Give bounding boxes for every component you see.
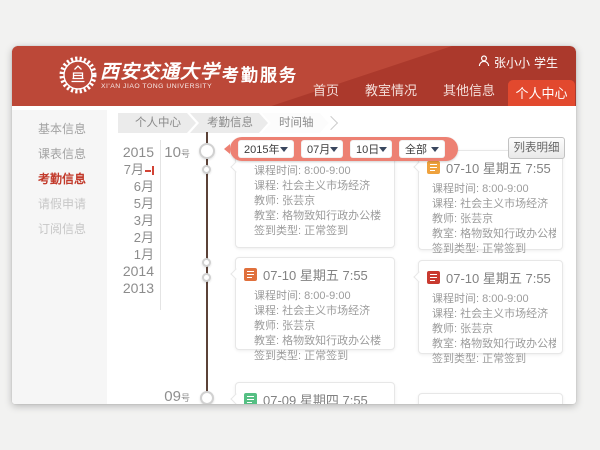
card-field-signin-type: 签到类型: 正常签到 (254, 350, 349, 362)
timeline-node-small (202, 273, 211, 282)
card-field-teacher: 教师: 张芸京 (254, 195, 316, 207)
university-name-cn: 西安交通大学 (100, 61, 221, 83)
filter-bar-arrow-icon (224, 144, 230, 154)
list-detail-button[interactable]: 列表明细 (508, 137, 565, 159)
main-nav: 首页 教室情况 其他信息 个人中心 (300, 79, 576, 106)
timeline-nav-february[interactable]: 2月 (133, 230, 154, 245)
card-field-classroom: 教室: 格物致知行政办公楼 (432, 338, 556, 350)
attendance-card: 07-10 星期五 7:55 课程时间: 8:00-9:00 课程: 社会主义市… (413, 260, 563, 365)
breadcrumb-timeline-active[interactable]: 时间轴 (262, 113, 329, 133)
timeline-nav-july-active[interactable]: 7月 (102, 161, 154, 178)
timeline-nav-2014[interactable]: 2014 (122, 263, 154, 279)
card-field-course: 课程: 社会主义市场经济 (254, 180, 371, 192)
signin-stamp-icon (244, 393, 257, 404)
timeline-nav-2015[interactable]: 2015 (122, 144, 154, 160)
app-window: 西安交通大学 XI'AN JIAO TONG UNIVERSITY 考勤服务 张… (12, 46, 576, 404)
timeline-year-nav: 2015 7月 6月 5月 3月 2月 1月 2014 2013 (102, 144, 154, 297)
chevron-down-icon (330, 146, 339, 152)
card-title: 07-10 星期五 7:55 (446, 271, 551, 286)
vertical-divider (160, 140, 161, 310)
attendance-card-partial (418, 393, 563, 404)
timeline-nav-june[interactable]: 6月 (133, 179, 154, 194)
card-title: 07-10 星期五 7:55 (263, 268, 368, 283)
app-header: 西安交通大学 XI'AN JIAO TONG UNIVERSITY 考勤服务 张… (12, 46, 576, 106)
breadcrumb-personal-center[interactable]: 个人中心 (118, 113, 196, 133)
card-field-teacher: 教师: 张芸京 (432, 213, 494, 225)
card-title: 07-09 星期四 7:55 (263, 393, 368, 404)
timeline-nav-may[interactable]: 5月 (133, 196, 154, 211)
card-field-signin-type: 签到类型: 正常签到 (254, 225, 349, 237)
card-field-course-time: 课程时间: 8:00-9:00 (432, 293, 529, 305)
sidebar-item-subscription[interactable]: 订阅信息 (38, 222, 87, 236)
user-name: 张小小 (493, 56, 530, 70)
card-field-classroom: 教室: 格物致知行政办公楼 (432, 228, 556, 240)
user-role: 学生 (533, 56, 558, 70)
timeline-nav-march[interactable]: 3月 (133, 213, 154, 228)
sidebar-item-timetable[interactable]: 课表信息 (38, 147, 87, 161)
timeline-node-small (202, 258, 211, 267)
timeline-nav-2013[interactable]: 2013 (122, 280, 154, 296)
chevron-down-icon (431, 146, 439, 152)
attendance-card: 07-10 星期五 7:55 课程时间: 8:00-9:00 课程: 社会主义市… (230, 257, 395, 362)
nav-tab-personal-center-active[interactable]: 个人中心 (508, 80, 575, 106)
card-field-teacher: 教师: 张芸京 (254, 320, 316, 332)
active-month-marker-icon (145, 166, 154, 175)
day-label-10: 10号 (164, 144, 190, 161)
breadcrumb-attendance-info[interactable]: 考勤信息 (190, 113, 268, 133)
breadcrumb: 个人中心 考勤信息 时间轴 (118, 113, 338, 133)
year-select[interactable]: 2015年 (238, 140, 294, 158)
type-select[interactable]: 全部 (399, 140, 445, 158)
university-name-en: XI'AN JIAO TONG UNIVERSITY (101, 83, 213, 90)
card-title: 07-10 星期五 7:55 (446, 161, 551, 176)
timeline-node-day10 (199, 143, 215, 159)
app-title: 考勤服务 (222, 66, 298, 85)
timeline-nav-january[interactable]: 1月 (133, 247, 154, 262)
sidebar-item-leave-request[interactable]: 请假申请 (38, 197, 87, 211)
signin-stamp-icon (244, 268, 257, 281)
card-field-course: 课程: 社会主义市场经济 (432, 198, 549, 210)
card-field-teacher: 教师: 张芸京 (432, 323, 494, 335)
sidebar-item-attendance-active[interactable]: 考勤信息 (38, 172, 87, 186)
university-logo-icon (58, 55, 98, 95)
card-field-course-time: 课程时间: 8:00-9:00 (254, 165, 351, 177)
timeline-node-small (202, 165, 211, 174)
card-field-course-time: 课程时间: 8:00-9:00 (432, 183, 529, 195)
nav-item-other-info[interactable]: 其他信息 (442, 83, 495, 98)
month-select[interactable]: 07月 (301, 140, 343, 158)
signin-stamp-icon (427, 161, 440, 174)
signin-stamp-icon (427, 271, 440, 284)
card-field-classroom: 教室: 格物致知行政办公楼 (254, 210, 382, 222)
card-field-classroom: 教室: 格物致知行政办公楼 (254, 335, 382, 347)
day-label-09: 09号 (164, 388, 190, 404)
card-field-signin-type: 签到类型: 正常签到 (432, 243, 527, 255)
card-field-course: 课程: 社会主义市场经济 (432, 308, 549, 320)
card-field-signin-type: 签到类型: 正常签到 (432, 353, 527, 365)
user-icon (478, 55, 490, 70)
chevron-down-icon (280, 146, 288, 152)
card-field-course-time: 课程时间: 8:00-9:00 (254, 290, 351, 302)
timeline-axis (206, 132, 208, 404)
breadcrumb-tail-chevron-icon (323, 115, 338, 131)
user-info[interactable]: 张小小 学生 (478, 54, 558, 71)
date-filter-bar: 2015年 07月 10日 全部 (224, 137, 458, 161)
chevron-down-icon (379, 146, 388, 152)
attendance-card-partial: 07-09 星期四 7:55 (230, 382, 395, 404)
day-select[interactable]: 10日 (350, 140, 392, 158)
sidebar: 基本信息 课表信息 考勤信息 请假申请 订阅信息 (12, 110, 107, 404)
sidebar-item-basic-info[interactable]: 基本信息 (38, 122, 87, 136)
nav-item-home[interactable]: 首页 (312, 83, 339, 98)
nav-item-classrooms[interactable]: 教室情况 (364, 83, 417, 98)
attendance-card: 课程时间: 8:00-9:00 课程: 社会主义市场经济 教师: 张芸京 教室:… (230, 150, 395, 248)
card-field-course: 课程: 社会主义市场经济 (254, 305, 371, 317)
attendance-card: 07-10 星期五 7:55 课程时间: 8:00-9:00 课程: 社会主义市… (413, 150, 563, 255)
timeline-node-day09 (200, 391, 214, 404)
